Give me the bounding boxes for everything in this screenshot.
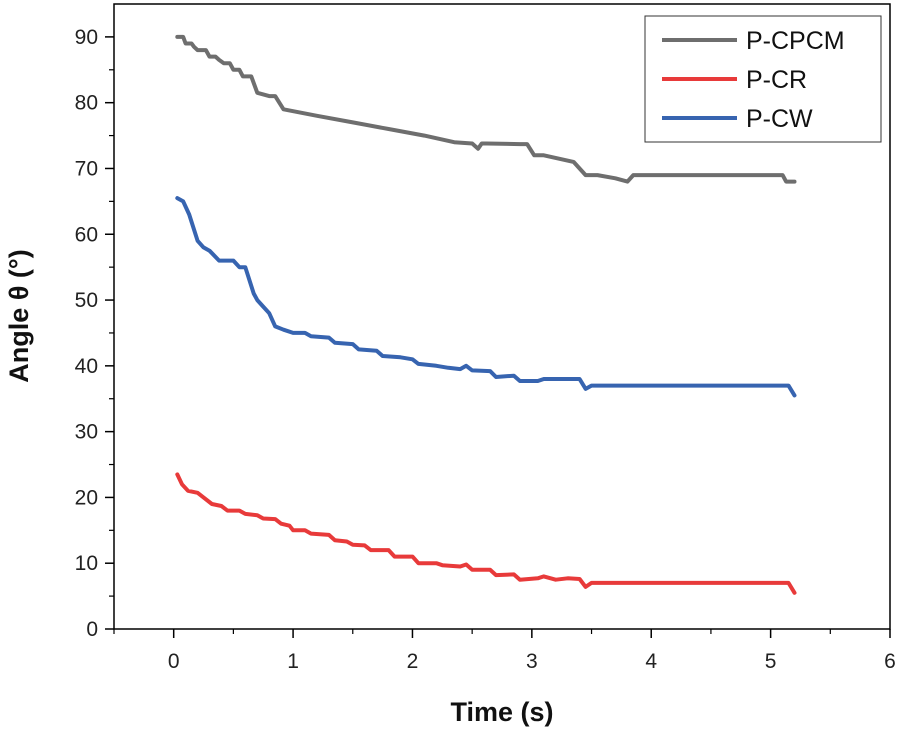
y-tick-label: 90 [75, 26, 98, 49]
x-tick-label: 6 [884, 650, 896, 673]
x-axis: 0 1 2 3 4 5 6 [113, 629, 896, 673]
x-tick-label: 3 [526, 650, 538, 673]
y-tick-label: 60 [75, 223, 98, 246]
legend-label-p-cpcm: P-CPCM [746, 27, 845, 55]
x-axis-title: Time (s) [450, 697, 553, 727]
plot-frame [113, 3, 891, 630]
legend-label-p-cr: P-CR [746, 66, 807, 94]
series-line-p-cw [175, 196, 797, 398]
x-tick-label: 4 [645, 650, 657, 673]
series-line-p-cr [175, 472, 797, 595]
series-line-p-cpcm [175, 34, 797, 184]
series-layer [175, 34, 797, 595]
y-tick-label: 80 [75, 92, 98, 115]
x-tick-label: 1 [287, 650, 299, 673]
legend-label-p-cw: P-CW [746, 105, 813, 133]
y-tick-label: 40 [75, 355, 98, 378]
legend: P-CPCM P-CR P-CW [644, 15, 882, 143]
y-tick-label: 50 [75, 289, 98, 312]
y-axis-title: Angle θ (°) [4, 249, 34, 382]
y-tick-label: 20 [75, 486, 98, 509]
x-tick-label: 2 [407, 650, 419, 673]
x-tick-label: 0 [168, 650, 180, 673]
y-tick-label: 10 [75, 552, 98, 575]
y-axis: 0 10 20 30 40 50 60 70 80 90 [75, 26, 114, 641]
y-tick-label: 0 [86, 618, 98, 641]
y-tick-label: 70 [75, 157, 98, 180]
x-tick-label: 5 [765, 650, 777, 673]
y-tick-label: 30 [75, 421, 98, 444]
